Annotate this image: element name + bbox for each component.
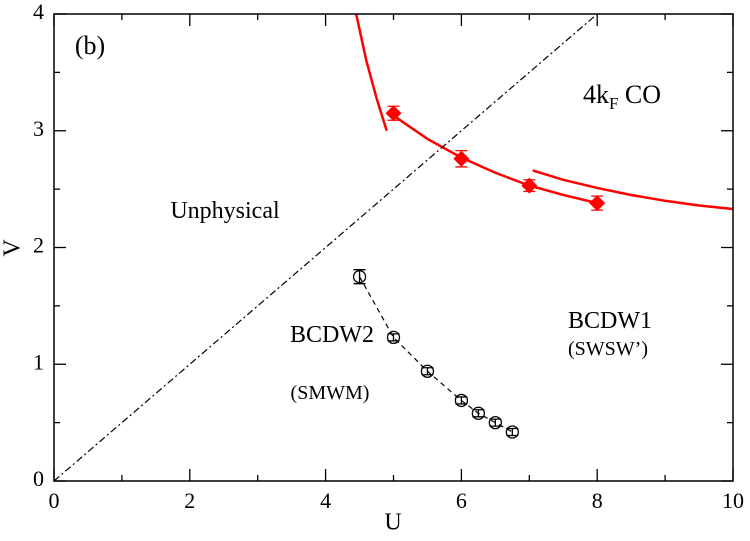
annotation-text: Unphysical xyxy=(170,198,280,224)
y-tick-label: 2 xyxy=(33,233,44,258)
annotation: BCDW2 xyxy=(290,322,374,348)
error-bar xyxy=(506,427,519,437)
x-tick-label: 2 xyxy=(184,488,195,513)
series-line xyxy=(532,169,734,211)
error-bar xyxy=(455,396,468,405)
circle-marker xyxy=(505,425,519,439)
annotation: 4kF CO xyxy=(583,80,661,113)
circle-marker xyxy=(454,393,469,408)
circle-marker xyxy=(352,270,367,284)
annotation-text: CO xyxy=(618,80,661,109)
annotation-text: (b) xyxy=(75,31,105,60)
diamond-marker xyxy=(453,150,470,167)
annotation: (b) xyxy=(75,31,105,60)
annotation: (SMWM) xyxy=(291,382,370,404)
diamond-marker xyxy=(589,195,606,212)
annotation: (SWSW’) xyxy=(568,338,648,360)
series-line xyxy=(359,276,513,433)
plot-frame xyxy=(53,13,734,482)
diamond-marker xyxy=(521,177,538,194)
x-tick-label: 10 xyxy=(722,488,744,513)
series-line xyxy=(354,13,388,132)
error-bar xyxy=(353,269,366,285)
annotation-text: (SWSW’) xyxy=(568,338,648,360)
x-tick-label: 4 xyxy=(320,488,331,513)
annotation-text: BCDW1 xyxy=(568,308,652,334)
error-bar xyxy=(489,418,502,427)
annotation: BCDW1 xyxy=(568,308,652,334)
y-tick-label: 4 xyxy=(33,0,44,24)
annotation-text: BCDW2 xyxy=(290,322,374,348)
annotation: Unphysical xyxy=(170,198,280,224)
series-line xyxy=(53,13,598,482)
x-tick-label: 6 xyxy=(456,488,467,513)
series-line xyxy=(392,114,598,205)
y-axis-label: V xyxy=(0,239,26,257)
y-tick-label: 3 xyxy=(33,116,44,141)
circle-marker xyxy=(386,330,401,345)
diamond-marker xyxy=(385,105,402,122)
x-tick-label: 8 xyxy=(592,488,603,513)
annotation-text: 4k xyxy=(583,80,609,109)
y-tick-label: 1 xyxy=(33,349,44,374)
circle-marker xyxy=(471,406,486,420)
x-tick-label: 0 xyxy=(49,488,60,513)
circle-marker xyxy=(488,415,503,430)
circle-marker xyxy=(420,364,435,378)
error-bar xyxy=(472,409,485,418)
y-tick-label: 0 xyxy=(33,466,44,491)
annotation-subscript: F xyxy=(609,94,618,113)
error-bar xyxy=(421,367,434,376)
annotation-text: (SMWM) xyxy=(291,382,370,404)
error-bar xyxy=(387,333,400,342)
x-axis-label: U xyxy=(384,510,401,536)
